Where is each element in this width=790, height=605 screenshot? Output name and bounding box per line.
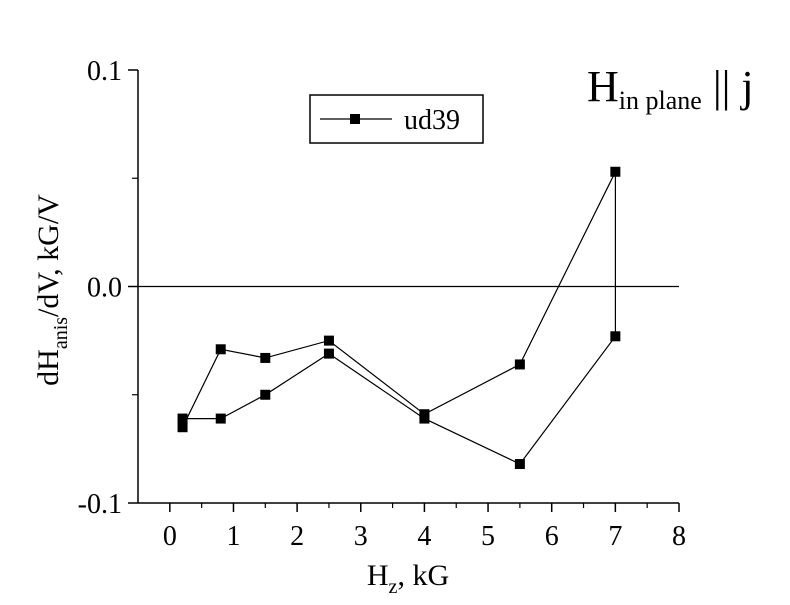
legend: ud39: [309, 94, 484, 144]
data-point: [215, 413, 226, 424]
data-point: [610, 166, 621, 177]
x-tick-label: 1: [226, 521, 240, 552]
data-point: [260, 352, 271, 363]
x-tick-label: 2: [290, 521, 304, 552]
x-tick-label: 5: [481, 521, 495, 552]
data-point: [514, 359, 525, 370]
x-tick-label: 8: [672, 521, 686, 552]
legend-marker: [350, 114, 360, 124]
data-point: [177, 422, 188, 433]
data-point: [323, 348, 334, 359]
x-tick-label: 0: [163, 521, 177, 552]
data-point: [177, 413, 188, 424]
x-tick-label: 7: [608, 521, 622, 552]
y-tick-label: -0.1: [78, 489, 122, 520]
data-point: [260, 389, 271, 400]
ticks: 0 1 2 3 4 5 6 7 8 -0.1 0.0 0.1: [78, 56, 686, 552]
data-point: [419, 413, 430, 424]
x-axis-title: Hz, kG: [367, 559, 449, 598]
y-tick-label: 0.0: [87, 273, 122, 304]
x-tick-label: 6: [545, 521, 559, 552]
annotation-label: Hin plane || j: [587, 62, 754, 115]
x-tick-label: 4: [417, 521, 431, 552]
series-layer: [177, 166, 621, 470]
legend-label: ud39: [404, 105, 460, 136]
y-tick-label: 0.1: [87, 56, 122, 87]
data-point: [514, 459, 525, 470]
y-axis-title: dHanis/dV, kG/V: [32, 194, 72, 386]
data-point: [323, 335, 334, 346]
data-point: [610, 331, 621, 342]
data-point: [215, 344, 226, 355]
series-line: [182, 171, 617, 465]
x-tick-label: 3: [354, 521, 368, 552]
